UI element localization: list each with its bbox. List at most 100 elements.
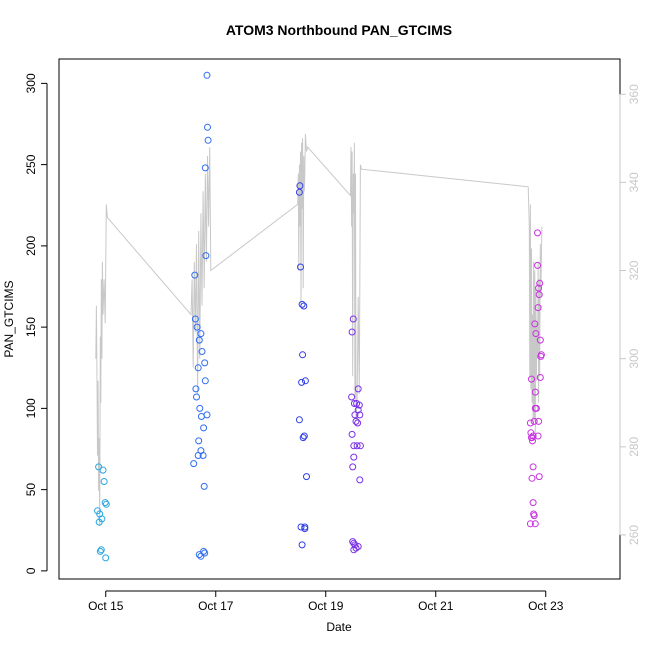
secondary-y-tick-label: 340 (627, 172, 641, 192)
y-tick-label: 300 (24, 73, 38, 93)
y-tick-label: 200 (24, 236, 38, 256)
data-point (529, 437, 536, 445)
data-point (532, 330, 540, 338)
data-point (297, 263, 304, 271)
data-point (526, 520, 534, 528)
data-point (350, 453, 358, 461)
data-point (100, 478, 108, 485)
data-point (198, 348, 206, 355)
data-point (303, 473, 310, 481)
data-point (355, 401, 363, 409)
data-point (348, 393, 356, 401)
data-point (535, 473, 543, 481)
data-point (204, 136, 212, 144)
data-point (196, 404, 204, 412)
data-point (532, 404, 540, 412)
data-point (526, 419, 534, 427)
data-point (350, 400, 358, 407)
data-point (350, 546, 358, 554)
data-point (349, 463, 357, 471)
data-point (298, 300, 306, 308)
data-point (101, 499, 109, 507)
data-point (97, 546, 105, 554)
x-tick-label: Oct 17 (198, 599, 234, 613)
data-point (351, 541, 359, 549)
data-point (534, 304, 542, 312)
data-point (199, 452, 207, 459)
secondary-y-axis: 260 280 300 320 340 360 (619, 84, 641, 545)
data-point (190, 460, 198, 468)
data-point (534, 261, 541, 269)
data-point (299, 351, 307, 359)
data-point (535, 291, 543, 299)
data-point (354, 385, 362, 393)
data-point (353, 442, 361, 450)
data-point (301, 525, 309, 533)
data-point (204, 123, 211, 131)
data-point (301, 377, 309, 385)
y-tick-label: 50 (24, 483, 38, 497)
data-point (351, 411, 359, 419)
data-point (296, 182, 304, 190)
data-point (201, 549, 209, 557)
data-point (203, 71, 211, 79)
data-point (531, 520, 539, 528)
data-point (197, 330, 205, 338)
data-point (535, 417, 543, 425)
data-point (295, 416, 303, 424)
data-point (536, 279, 544, 287)
data-point (300, 432, 308, 440)
data-point (529, 463, 537, 471)
data-point (352, 544, 360, 552)
data-point (201, 359, 209, 367)
data-point (96, 547, 104, 555)
data-point (537, 352, 545, 360)
data-point (529, 499, 537, 507)
data-point (192, 385, 200, 393)
secondary-line-layer (95, 133, 543, 527)
data-point (299, 434, 307, 442)
data-point (536, 374, 544, 381)
x-tick-label: Oct 23 (528, 599, 564, 613)
data-point (193, 323, 201, 331)
y-tick-label: 100 (24, 398, 38, 418)
y-tick-label: 150 (24, 317, 38, 337)
data-point (194, 452, 202, 459)
y-axis: 0 50 100 150 200 250 300 (24, 73, 48, 574)
data-point (352, 417, 360, 425)
data-point (191, 315, 199, 323)
data-point (298, 378, 306, 386)
data-point (102, 500, 110, 508)
y-axis-label: PAN_GTCIMS (2, 280, 16, 357)
data-point (201, 164, 209, 172)
x-axis: Oct 15 Oct 17 Oct 19 Oct 21 Oct 23 (88, 590, 564, 613)
x-tick-label: Oct 19 (308, 599, 344, 613)
data-point (98, 515, 106, 523)
secondary-y-tick-label: 260 (627, 525, 641, 545)
data-point (535, 284, 543, 292)
data-point (99, 466, 107, 474)
data-point (531, 320, 539, 328)
data-point (356, 476, 364, 484)
data-point (348, 430, 356, 438)
data-point (193, 393, 200, 401)
data-point (534, 229, 541, 237)
data-point (195, 336, 203, 344)
y-tick-label: 0 (24, 567, 38, 574)
data-point (200, 547, 208, 555)
data-point (200, 482, 208, 490)
data-point (534, 432, 542, 440)
data-point (536, 336, 544, 344)
data-point (295, 188, 303, 196)
data-point (197, 413, 205, 420)
secondary-series-line (95, 133, 543, 527)
data-point (201, 377, 209, 385)
x-tick-label: Oct 15 (88, 599, 124, 613)
secondary-y-tick-label: 360 (627, 84, 641, 104)
secondary-y-tick-label: 280 (627, 436, 641, 456)
data-point (350, 442, 358, 450)
data-point (203, 411, 211, 419)
data-point (356, 442, 364, 450)
data-point (348, 328, 356, 336)
